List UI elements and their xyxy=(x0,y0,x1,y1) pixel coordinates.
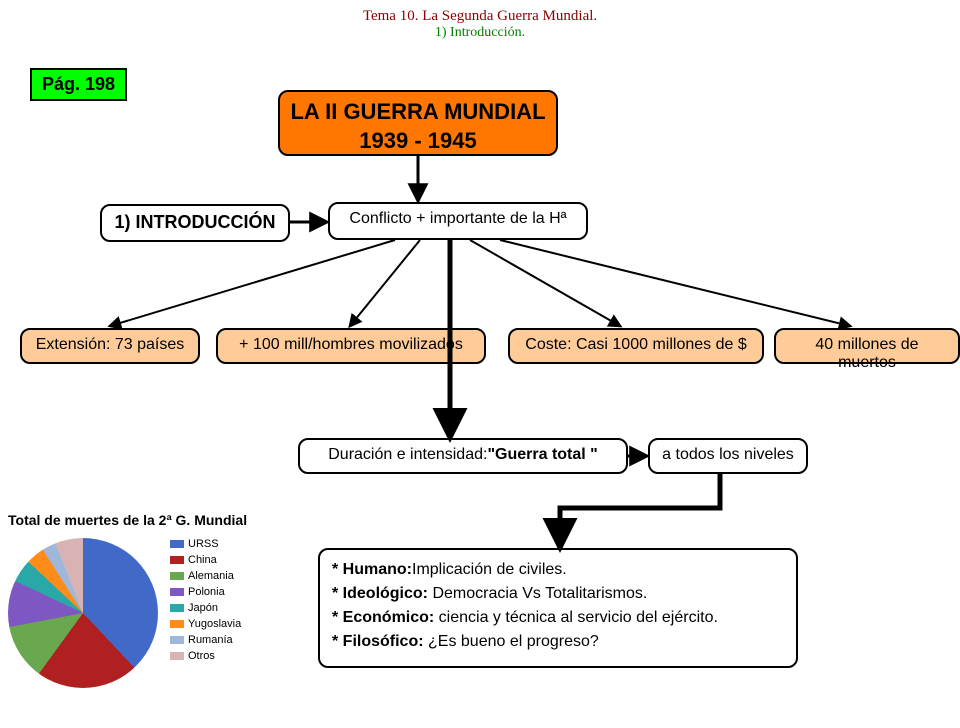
legend-swatch xyxy=(170,620,184,628)
legend-item: Alemania xyxy=(170,570,241,582)
level-item: * Ideológico: Democracia Vs Totalitarism… xyxy=(332,582,784,606)
pie-chart-title: Total de muertes de la 2ª G. Mundial xyxy=(2,508,298,532)
legend-label: Otros xyxy=(188,650,215,662)
legend-swatch xyxy=(170,636,184,644)
legend-swatch xyxy=(170,652,184,660)
conflict-box: Conflicto + importante de la Hª xyxy=(328,202,588,240)
intro-box: 1) INTRODUCCIÓN xyxy=(100,204,290,242)
title-line-1: LA II GUERRA MUNDIAL xyxy=(290,98,546,127)
levels-box: * Humano:Implicación de civiles.* Ideoló… xyxy=(318,548,798,668)
all-levels-box: a todos los niveles xyxy=(648,438,808,474)
level-item: * Filosófico: ¿Es bueno el progreso? xyxy=(332,630,784,654)
pie-chart-panel: Total de muertes de la 2ª G. Mundial URS… xyxy=(2,508,298,718)
legend-label: Yugoslavia xyxy=(188,618,241,630)
page-number-tag: Pág. 198 xyxy=(30,68,127,101)
legend-item: Otros xyxy=(170,650,241,662)
legend-swatch xyxy=(170,572,184,580)
legend-item: China xyxy=(170,554,241,566)
legend-label: Alemania xyxy=(188,570,234,582)
legend-item: URSS xyxy=(170,538,241,550)
header-line-2: 1) Introducción. xyxy=(0,25,960,41)
legend-label: Polonia xyxy=(188,586,225,598)
pie-legend: URSS China Alemania Polonia Japón Yugoslavia R… xyxy=(164,532,247,694)
header-line-1: Tema 10. La Segunda Guerra Mundial. xyxy=(0,8,960,25)
legend-item: Yugoslavia xyxy=(170,618,241,630)
legend-label: URSS xyxy=(188,538,219,550)
legend-label: China xyxy=(188,554,217,566)
level-item: * Económico: ciencia y técnica al servic… xyxy=(332,606,784,630)
legend-swatch xyxy=(170,556,184,564)
level-item: * Humano:Implicación de civiles. xyxy=(332,558,784,582)
legend-swatch xyxy=(170,540,184,548)
mobilized-box: + 100 mill/hombres movilizados xyxy=(216,328,486,364)
legend-item: Rumanía xyxy=(170,634,241,646)
cost-box: Coste: Casi 1000 millones de $ xyxy=(508,328,764,364)
legend-swatch xyxy=(170,604,184,612)
duration-box: Duración e intensidad:"Guerra total " xyxy=(298,438,628,474)
pie-chart xyxy=(8,538,158,688)
legend-label: Japón xyxy=(188,602,218,614)
extension-box: Extensión: 73 países xyxy=(20,328,200,364)
legend-item: Polonia xyxy=(170,586,241,598)
legend-label: Rumanía xyxy=(188,634,233,646)
legend-item: Japón xyxy=(170,602,241,614)
title-line-2: 1939 - 1945 xyxy=(290,127,546,156)
legend-swatch xyxy=(170,588,184,596)
deaths-box: 40 millones de muertos xyxy=(774,328,960,364)
title-box: LA II GUERRA MUNDIAL 1939 - 1945 xyxy=(278,90,558,156)
